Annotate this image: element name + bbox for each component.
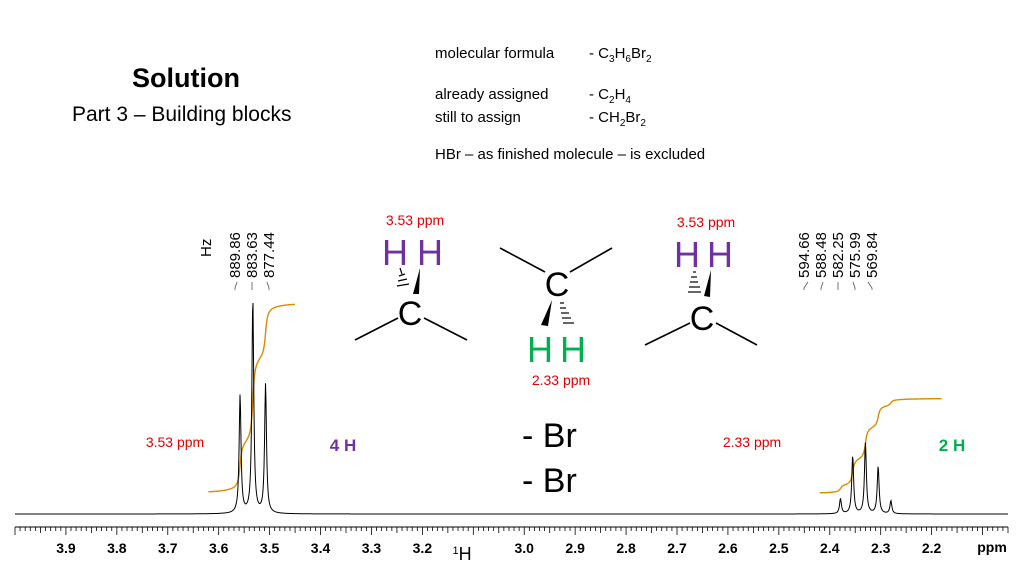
bond <box>354 317 399 341</box>
hz-label: 575.99 <box>847 232 864 278</box>
substituent-br: - Br <box>522 417 577 455</box>
shift-label-middle: 2.33 ppm <box>532 372 590 388</box>
multiplet-annotations: 3.53 ppm 4 H 889.86 883.63 877.44 2.33 ppm 2 H… <box>146 232 965 455</box>
hz-label: 582.25 <box>830 232 847 278</box>
atom-h: H <box>674 234 700 275</box>
hz-label: 877.44 <box>261 232 278 278</box>
bond <box>644 322 691 346</box>
bond <box>423 317 468 341</box>
hz-leader-line <box>852 281 856 290</box>
hz-leader-line <box>803 281 809 290</box>
bond <box>715 322 758 346</box>
shift-label-left: 3.53 ppm <box>386 212 444 228</box>
formula-label: molecular formula <box>435 45 555 62</box>
fragment-ch2-left: 3.53 ppm H H C <box>354 212 468 341</box>
axis-tick-label: 3.4 <box>311 540 331 556</box>
assigned-label: already assigned <box>435 86 549 103</box>
slide-subtitle: Part 3 – Building blocks <box>72 103 292 126</box>
axis-tick-label: 2.4 <box>820 540 840 556</box>
bond <box>569 247 613 273</box>
axis-tick-label: 3.2 <box>413 540 433 556</box>
atom-h: H <box>707 234 733 275</box>
fragment-ch2-right: 3.53 ppm H H C <box>644 214 758 346</box>
assigned-value: - C2H4 <box>589 86 631 106</box>
wedge-bond <box>413 268 420 294</box>
axis-tick-label: 2.2 <box>922 540 942 556</box>
hz-label: 588.48 <box>813 232 830 278</box>
hz-leader-line <box>266 281 270 290</box>
axis-tick-label: 2.9 <box>565 540 585 556</box>
hz-label: 594.66 <box>796 232 813 278</box>
axis-tick-label: 2.3 <box>871 540 891 556</box>
hz-leader-line <box>234 281 238 290</box>
formula-value: - C3H6Br2 <box>589 45 652 65</box>
shift-label-right: 3.53 ppm <box>677 214 735 230</box>
atom-h: H <box>382 232 408 273</box>
x-axis: 3.9 3.8 3.7 3.6 3.5 3.4 3.3 3.2 3.0 2.9 2.8 2.7 2.6 2… <box>14 526 1009 564</box>
substituent-br: - Br <box>522 462 577 500</box>
atom-h: H <box>417 232 443 273</box>
bond <box>499 247 546 273</box>
axis-tick-label: 2.5 <box>769 540 789 556</box>
hz-leader-line <box>820 281 824 290</box>
hashed-bond <box>399 267 403 275</box>
excluded-note: HBr – as finished molecule – is excluded <box>435 146 706 163</box>
hz-label: 889.86 <box>227 232 244 278</box>
hz-label: 883.63 <box>244 232 261 278</box>
axis-tick-label: 2.6 <box>718 540 738 556</box>
hashed-bond <box>398 273 406 277</box>
wedge-bond <box>704 270 711 297</box>
multiplet-shift-label: 2.33 ppm <box>723 434 781 450</box>
slide-title: Solution <box>132 63 240 93</box>
atom-h: H <box>527 329 553 370</box>
axis-tick-label: 3.6 <box>209 540 229 556</box>
axis-tick-label: 3.8 <box>107 540 127 556</box>
hz-unit-label: Hz <box>198 239 215 257</box>
hz-leader-line <box>867 281 873 290</box>
integral-curve <box>819 397 942 494</box>
axis-tick-label: 3.5 <box>260 540 280 556</box>
hashed-bond <box>397 278 408 282</box>
axis-tick-label: 3.0 <box>514 540 534 556</box>
wedge-bond <box>541 300 552 326</box>
toassign-value: - CH2Br2 <box>589 109 646 129</box>
axis-tick-label: 3.9 <box>56 540 76 556</box>
hz-label: 569.84 <box>864 232 881 278</box>
spectrum-trace <box>15 303 1008 515</box>
axis-unit-label: ppm <box>977 539 1007 555</box>
axis-tick-label: 3.3 <box>362 540 382 556</box>
axis-tick-label: 2.8 <box>616 540 636 556</box>
multiplet-shift-label: 3.53 ppm <box>146 434 204 450</box>
atom-h: H <box>560 329 586 370</box>
axis-nucleus-label: 1H <box>452 544 471 564</box>
atom-c: C <box>398 295 423 333</box>
integral-label: 2 H <box>939 436 965 455</box>
axis-tick-label: 2.7 <box>667 540 687 556</box>
atom-c: C <box>690 300 715 338</box>
hashed-bond <box>396 283 410 287</box>
atom-c: C <box>545 266 570 304</box>
toassign-label: still to assign <box>435 109 521 126</box>
axis-tick-label: 3.7 <box>158 540 178 556</box>
fragment-ch2-middle: C H H 2.33 ppm <box>499 247 613 388</box>
integral-label: 4 H <box>330 436 356 455</box>
